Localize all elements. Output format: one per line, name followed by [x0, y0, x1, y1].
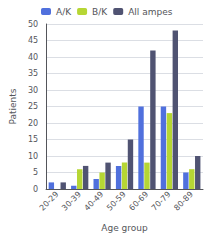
svg-text:20: 20 — [28, 119, 38, 128]
svg-text:B/K: B/K — [92, 7, 108, 17]
svg-text:Age group: Age group — [101, 223, 148, 233]
svg-text:45: 45 — [28, 36, 38, 45]
svg-text:40: 40 — [28, 53, 38, 62]
svg-text:Patients: Patients — [8, 88, 18, 124]
svg-text:10: 10 — [28, 152, 38, 161]
svg-text:15: 15 — [28, 135, 38, 144]
svg-text:A/K: A/K — [56, 7, 72, 17]
svg-text:80-89: 80-89 — [172, 190, 195, 213]
svg-text:40-49: 40-49 — [83, 190, 106, 213]
svg-text:30: 30 — [28, 86, 38, 95]
svg-text:5: 5 — [33, 168, 38, 177]
svg-text:25: 25 — [28, 102, 38, 111]
svg-text:35: 35 — [28, 69, 38, 78]
svg-text:60-69: 60-69 — [127, 190, 150, 213]
svg-text:20-29: 20-29 — [38, 190, 61, 213]
svg-text:50-59: 50-59 — [105, 190, 128, 213]
svg-text:All ampes: All ampes — [128, 7, 173, 17]
svg-text:70-79: 70-79 — [150, 190, 173, 213]
svg-text:30-39: 30-39 — [60, 190, 83, 213]
svg-text:50: 50 — [28, 20, 38, 29]
svg-text:0: 0 — [33, 185, 38, 194]
